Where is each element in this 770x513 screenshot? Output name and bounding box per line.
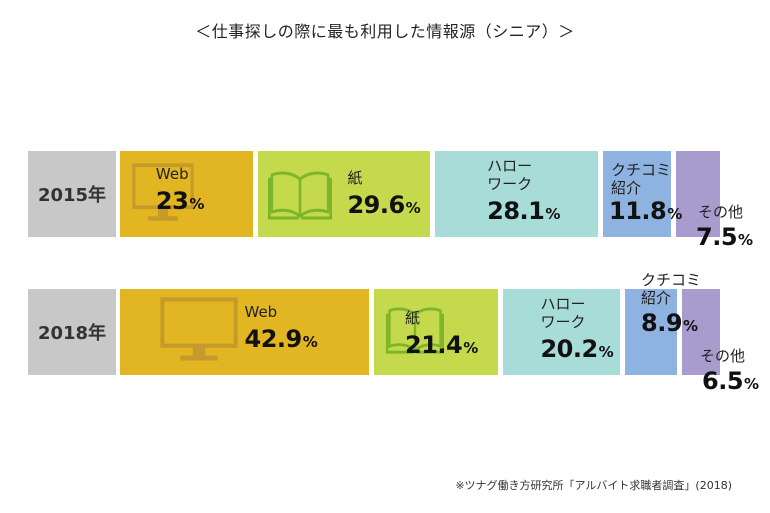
bar-segment-web-2015 (120, 151, 253, 237)
data-value: 28.1 (487, 197, 545, 225)
series-label-line: ハロー (487, 157, 533, 175)
series-label-paper: 紙 (347, 169, 362, 187)
bar-segment-hellowork-2018 (503, 289, 620, 375)
category-label-2015: 2015年 (28, 151, 116, 237)
series-label-line: クチコミ (641, 271, 702, 289)
series-label-hellowork: ハロー ワーク (487, 157, 532, 193)
open-book-icon (268, 171, 332, 220)
data-label-hellowork-2018: 20.2% (540, 335, 613, 363)
data-label-paper-2018: 21.4% (405, 331, 478, 359)
series-label-paper: 紙 (405, 309, 420, 327)
series-label-line: 紹介 (641, 289, 672, 307)
bar-segment-paper-2018 (374, 289, 498, 375)
series-label-hellowork: ハロー ワーク (540, 295, 585, 331)
data-value: 8.9 (641, 309, 683, 337)
data-value: 20.2 (540, 335, 598, 363)
data-label-word-of-mouth-2015: 11.8% (609, 197, 682, 225)
unit-label: % (189, 195, 204, 213)
data-label-web-2018: 42.9% (245, 325, 318, 353)
chart-title: ＜仕事探しの際に最も利用した情報源（シニア）＞ (195, 22, 575, 41)
series-label-line: 紙 (347, 169, 363, 187)
bar-segment-web-2018 (120, 289, 369, 375)
data-value: 42.9 (244, 325, 303, 353)
data-value: 23 (155, 187, 189, 215)
bar-segment-paper-2015 (258, 151, 430, 237)
data-value: 7.5 (696, 223, 738, 251)
series-label-word-of-mouth: クチコミ 紹介 (641, 271, 701, 307)
unit-label: % (405, 199, 421, 217)
data-label-web-2015: 23% (156, 187, 204, 215)
series-label-line: ワーク (487, 175, 533, 193)
data-label-word-of-mouth-2018: 8.9% (641, 309, 698, 337)
bar-segment-other-2018 (682, 289, 720, 375)
open-book-icon (386, 307, 444, 354)
series-label-web: Web (245, 303, 278, 321)
unit-label: % (545, 205, 560, 223)
unit-label: % (738, 231, 753, 249)
monitor-icon (132, 163, 194, 221)
series-label-line: Web (155, 165, 189, 183)
data-value: 6.5 (702, 367, 744, 395)
data-value: 21.4 (405, 331, 463, 359)
monitor-icon (160, 297, 238, 361)
series-label-line: Web (244, 303, 278, 321)
series-label-line: 紙 (405, 309, 421, 327)
unit-label: % (683, 317, 698, 335)
series-label-line: ワーク (540, 313, 586, 331)
bar-segment-word-of-mouth-2015 (603, 151, 671, 237)
unit-label: % (667, 205, 682, 223)
data-value: 11.8 (609, 197, 667, 225)
data-label-paper-2015: 29.6% (347, 191, 420, 219)
bar-segment-other-2015 (676, 151, 720, 237)
series-label-line: クチコミ (611, 161, 672, 179)
data-label-other-2015: 7.5% (696, 223, 753, 251)
data-label-other-2018: 6.5% (702, 367, 759, 395)
series-label-web: Web (156, 165, 189, 183)
series-label-other: その他 (700, 347, 745, 365)
data-value: 29.6 (347, 191, 405, 219)
data-label-hellowork-2015: 28.1% (487, 197, 560, 225)
series-label-word-of-mouth: クチコミ 紹介 (611, 161, 671, 197)
bar-segment-word-of-mouth-2018 (625, 289, 677, 375)
unit-label: % (744, 375, 759, 393)
unit-label: % (302, 333, 318, 351)
series-label-line: その他 (698, 203, 744, 221)
category-label-2018: 2018年 (28, 289, 116, 375)
unit-label: % (598, 343, 614, 361)
series-label-line: その他 (700, 347, 746, 365)
series-label-line: 紹介 (611, 179, 642, 197)
series-label-other: その他 (698, 203, 743, 221)
series-label-line: ハロー (540, 295, 586, 313)
unit-label: % (463, 339, 478, 357)
source-note: ※ツナグ働き方研究所「アルバイト求職者調査」(2018) (455, 479, 732, 492)
bar-segment-hellowork-2015 (435, 151, 598, 237)
